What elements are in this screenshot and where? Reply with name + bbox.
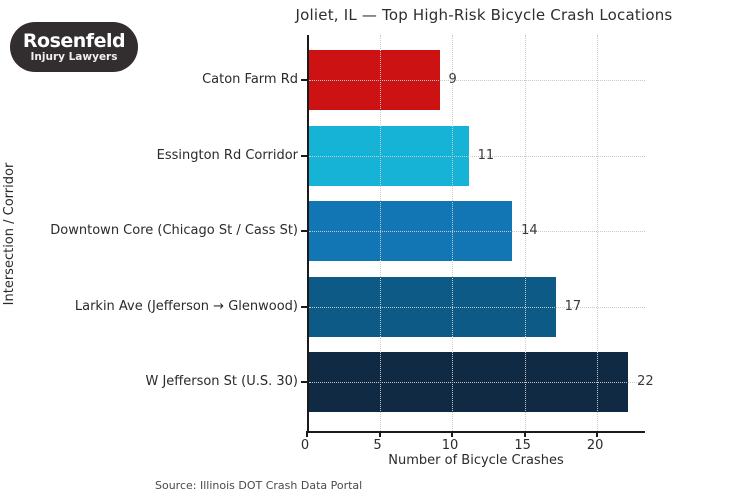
category-label: Essington Rd Corridor [156, 147, 298, 163]
vertical-gridline [597, 35, 599, 431]
bar-value-label: 17 [564, 298, 582, 314]
x-tick [596, 431, 599, 437]
horizontal-gridline [309, 80, 645, 81]
category-label: Downtown Core (Chicago St / Cass St) [50, 223, 298, 238]
bar-value-label: 22 [637, 374, 654, 389]
rosenfeld-logo: Rosenfeld Injury Lawyers [10, 22, 138, 72]
category-label: Caton Farm Rd [202, 72, 298, 87]
y-tick [301, 230, 308, 232]
x-tick [451, 431, 454, 437]
y-tick [301, 381, 308, 383]
horizontal-gridline [309, 306, 645, 308]
x-tick-label: 15 [514, 438, 531, 453]
y-tick [301, 154, 308, 157]
x-tick-label: 0 [300, 438, 310, 453]
x-axis-label: Number of Bicycle Crashes [388, 453, 564, 468]
bar-value-label: 9 [448, 72, 457, 87]
vertical-gridline [452, 35, 454, 431]
category-label: W Jefferson St (U.S. 30) [145, 374, 298, 389]
horizontal-gridline [309, 155, 645, 157]
y-tick [301, 305, 308, 308]
vertical-gridline [524, 35, 526, 431]
x-tick [306, 431, 308, 437]
x-tick [523, 431, 526, 437]
x-tick-label: 20 [586, 438, 604, 453]
vertical-gridline [379, 35, 381, 431]
y-tick [301, 79, 308, 81]
plot-area: 9 11 14 17 22 [301, 35, 654, 437]
bar-value-label: 11 [477, 147, 495, 163]
category-label: Larkin Ave (Jefferson → Glenwood) [74, 298, 298, 314]
x-tick [378, 431, 381, 437]
chart-title: Joliet, IL — Top High-Risk Bicycle Crash… [295, 6, 673, 24]
horizontal-gridline [309, 231, 645, 232]
x-tick-label: 10 [441, 438, 459, 453]
x-tick-label: 5 [373, 438, 382, 453]
logo-line2: Injury Lawyers [30, 51, 118, 63]
logo-line1: Rosenfeld [22, 30, 126, 52]
horizontal-gridline [309, 382, 645, 383]
bar-value-label: 14 [521, 223, 538, 238]
source-note: Source: Illinois DOT Crash Data Portal [155, 479, 363, 492]
